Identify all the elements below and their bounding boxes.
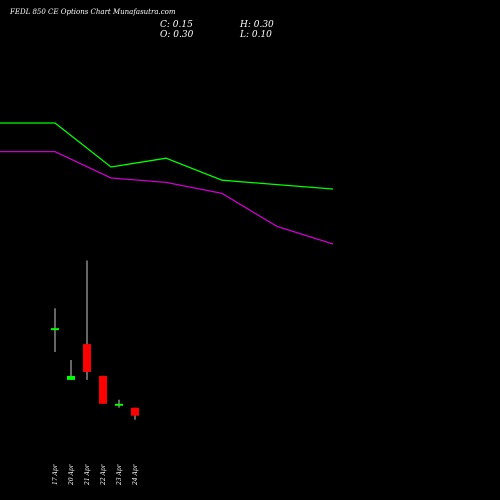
candle-body-2 — [67, 375, 75, 380]
ma-line-1 — [0, 122, 334, 190]
candle-body-3 — [83, 344, 91, 372]
x-tick-label-5: 23 Apr — [116, 463, 123, 486]
candle-body-4 — [99, 375, 107, 404]
x-tick-label-3: 21 Apr — [84, 463, 91, 486]
x-tick-label-4: 22 Apr — [100, 463, 107, 486]
candle-body-5 — [115, 403, 123, 406]
high-value: H: 0.30 — [240, 20, 274, 30]
x-tick-label-2: 20 Apr — [68, 463, 75, 486]
chart-title: FEDL 850 CE Options Chart Munafasutra.co… — [10, 8, 176, 16]
low-value: L: 0.10 — [240, 30, 272, 40]
candle-body-6 — [131, 407, 139, 416]
ma-line-2 — [0, 150, 334, 245]
close-value: C: 0.15 — [160, 20, 193, 30]
x-tick-label-6: 24 Apr — [132, 463, 139, 486]
x-tick-label-1: 17 Apr — [52, 463, 59, 485]
open-value: O: 0.30 — [160, 30, 194, 40]
candle-body-1 — [51, 328, 59, 331]
